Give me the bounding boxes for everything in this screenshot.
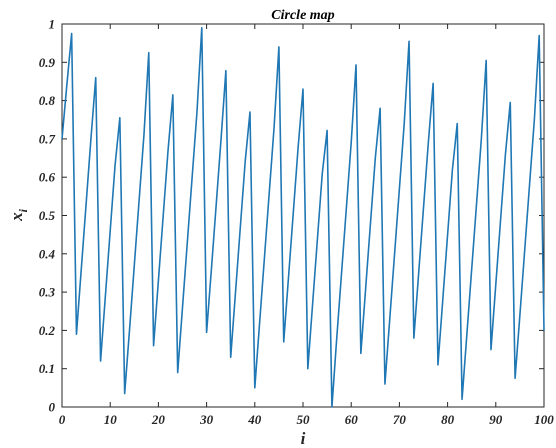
x-tick-label: 70 [393,412,407,427]
y-axis-title-subscript: i [16,208,30,212]
x-tick-label: 20 [151,412,166,427]
x-tick-label: 40 [247,412,262,427]
y-tick-label: 0.1 [39,361,55,376]
y-tick-label: 0 [49,400,56,415]
series-line [61,27,545,408]
y-axis-title-main: x [7,212,26,222]
y-tick-label: 0.2 [39,323,56,338]
y-axis-title: xi [7,208,30,222]
y-tick-label: 1 [49,17,56,32]
x-axis-title: i [301,429,306,448]
plot-area [61,23,545,408]
x-tick-label: 90 [489,412,503,427]
x-tick-label: 30 [199,412,214,427]
x-tick-label: 100 [534,412,554,427]
x-tick-label: 50 [297,412,311,427]
series-layer [61,27,545,408]
y-tick-label: 0.7 [39,131,56,146]
x-axis: 0 10 20 30 40 50 60 70 80 90 100 [59,24,554,427]
y-tick-label: 0.4 [39,246,56,261]
x-tick-label: 60 [345,412,359,427]
x-tick-label: 80 [441,412,455,427]
y-tick-label: 0.9 [39,55,56,70]
y-tick-label: 0.3 [39,285,56,300]
y-tick-label: 0.6 [39,170,56,185]
y-axis: 0 0.1 0.2 0.3 0.4 0.5 0.6 0.7 0.8 0.9 1 [39,17,544,415]
x-tick-label: 10 [104,412,118,427]
y-tick-label: 0.8 [39,93,56,108]
x-tick-label: 0 [59,412,66,427]
y-tick-label: 0.5 [39,208,56,223]
chart-title: Circle map [271,8,334,23]
